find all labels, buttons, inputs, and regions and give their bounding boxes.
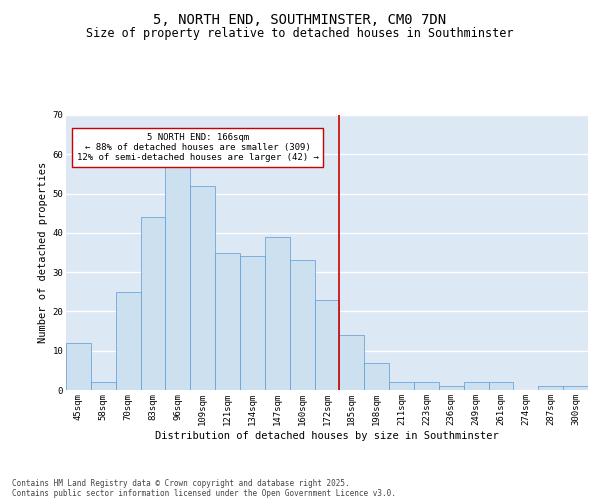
Bar: [240, 256, 265, 390]
Bar: [340, 335, 364, 390]
Bar: [364, 362, 389, 390]
Bar: [314, 300, 340, 390]
Text: 5, NORTH END, SOUTHMINSTER, CM0 7DN: 5, NORTH END, SOUTHMINSTER, CM0 7DN: [154, 12, 446, 26]
Bar: [414, 382, 439, 390]
Bar: [488, 382, 514, 390]
X-axis label: Distribution of detached houses by size in Southminster: Distribution of detached houses by size …: [155, 430, 499, 440]
Bar: [265, 237, 290, 390]
Bar: [190, 186, 215, 390]
Bar: [116, 292, 140, 390]
Text: Size of property relative to detached houses in Southminster: Size of property relative to detached ho…: [86, 28, 514, 40]
Text: Contains public sector information licensed under the Open Government Licence v3: Contains public sector information licen…: [12, 488, 396, 498]
Text: Contains HM Land Registry data © Crown copyright and database right 2025.: Contains HM Land Registry data © Crown c…: [12, 478, 350, 488]
Bar: [66, 343, 91, 390]
Bar: [91, 382, 116, 390]
Bar: [140, 217, 166, 390]
Bar: [538, 386, 563, 390]
Y-axis label: Number of detached properties: Number of detached properties: [38, 162, 49, 343]
Bar: [563, 386, 588, 390]
Bar: [290, 260, 314, 390]
Bar: [464, 382, 488, 390]
Bar: [389, 382, 414, 390]
Text: 5 NORTH END: 166sqm
← 88% of detached houses are smaller (309)
12% of semi-detac: 5 NORTH END: 166sqm ← 88% of detached ho…: [77, 132, 319, 162]
Bar: [215, 252, 240, 390]
Bar: [166, 162, 190, 390]
Bar: [439, 386, 464, 390]
